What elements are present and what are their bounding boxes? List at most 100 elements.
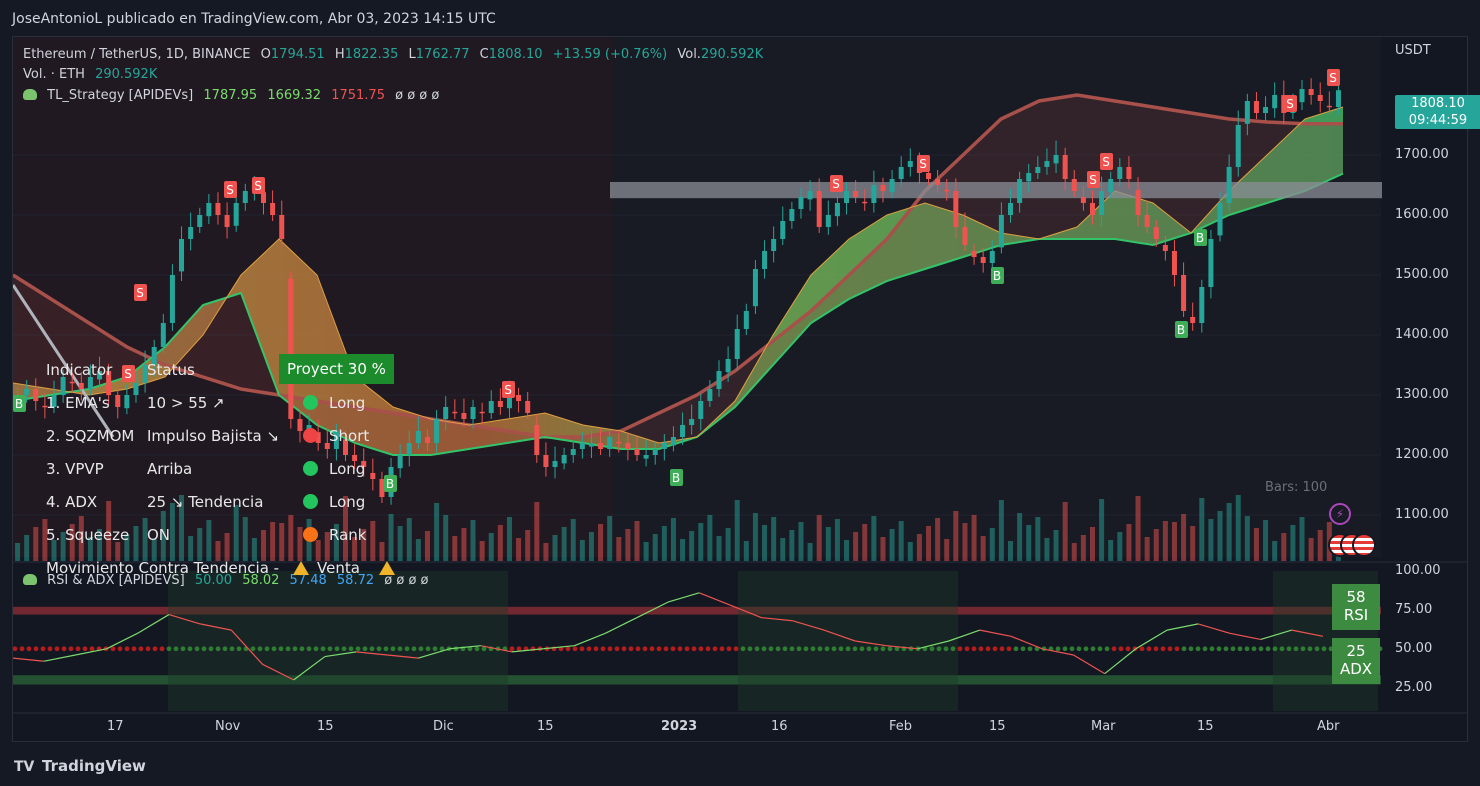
candle-body [1171,251,1177,275]
volume-bar [279,523,285,561]
volume-bar [1108,540,1114,561]
rsi-placeholders: ø ø ø ø [384,573,429,588]
adx-dot [1160,646,1166,652]
rsi-line-segment [75,648,107,656]
adx-dot [1216,646,1222,652]
adx-dot [873,646,879,652]
adx-dot [957,646,963,652]
us-flag-icons[interactable] [1328,533,1376,557]
bars-count: Bars: 100 [1265,480,1328,495]
rsi-value-1: 50.00 [194,573,233,588]
adx-dot [1118,646,1124,652]
adx-dot [110,646,116,652]
adx-dot [929,646,935,652]
signal-dot [303,428,318,443]
time-tick-label: Mar [1091,719,1116,734]
adx-dot [292,646,298,652]
volume-bar [998,500,1004,561]
candle-body [297,419,303,431]
buy-signal: B [670,469,683,486]
rsi-line-segment [106,632,139,650]
strategy-placeholders: ø ø ø ø [395,88,440,103]
adx-dot [887,646,893,652]
candle-body [944,189,950,192]
adx-dot [656,646,662,652]
volume-bar [579,540,585,561]
adx-dot [47,646,53,652]
table-footer-row: Movimiento Contra Tendencia - Venta [33,551,409,584]
volume-bar [188,536,194,561]
candle-body [670,437,676,446]
sell-signal-marker [1100,153,1113,170]
candle-body [1181,275,1187,311]
rsi-line-segment [917,640,949,650]
adx-dot [152,646,158,652]
volume-bar [488,533,494,561]
adx-dot [1139,646,1145,652]
adx-dot [82,646,88,652]
candle-body [1162,245,1168,251]
volume-bar [1126,524,1132,561]
candle-body [424,437,430,443]
adx-dot [145,646,151,652]
volume-bar [652,534,658,561]
volume-bar [1080,535,1086,561]
sell-signal: S [224,181,237,198]
volume-bar [825,527,831,561]
volume-bar [762,525,768,561]
volume-bar [680,539,686,561]
adx-dot [824,646,830,652]
buy-signal-marker [991,267,1004,284]
candle-body [534,425,540,455]
sell-signal-marker [1087,171,1100,188]
candle-body [106,371,112,395]
candle-body [1217,203,1223,236]
volume-bar [1071,543,1077,561]
candle-body [579,443,585,449]
adx-dot [978,646,984,652]
adx-dot [320,646,326,652]
price-tick-label: 1100.00 [1395,507,1449,522]
rsi-overbought-band [13,606,1381,615]
volume-bar [834,519,840,561]
adx-dot [649,646,655,652]
price-tick-label: 1300.00 [1395,387,1449,402]
volume-bar [379,542,385,561]
price-unit: USDT [1395,43,1431,58]
candle-body [844,191,850,203]
sell-signal-marker [252,177,265,194]
volume-bar [315,540,321,561]
candle-body [1190,317,1196,323]
trend-line [13,284,115,438]
adx-dot [950,646,956,652]
volume-bar [206,520,212,561]
volume-bar [844,540,850,561]
adx-dot [159,646,165,652]
symbol-legend: Ethereum / TetherUS, 1D, BINANCE O1794.5… [23,47,769,62]
rsi-tick-label: 100.00 [1395,563,1441,578]
candle-body [97,371,103,380]
row-indicator-name: 5. Squeeze [46,526,130,544]
candle-body [552,461,558,467]
volume-bar [880,537,886,561]
volume-bar [361,529,367,561]
adx-dot [586,646,592,652]
adx-dot [89,646,95,652]
adx-dot [628,646,634,652]
adx-dot [33,646,39,652]
vol-label: Vol. [677,47,701,62]
table-row: 4. ADX 25 ↘ Tendencia Long [33,485,409,518]
rsi-zone [738,571,958,711]
adx-dot [348,646,354,652]
volume-bar [1217,511,1223,561]
rsi-line-segment [605,617,638,634]
adx-dot [1055,646,1061,652]
price-tick-label: 1500.00 [1395,267,1449,282]
sell-signal-marker [134,284,147,301]
high-label: H [334,47,345,62]
adx-dot [831,646,837,652]
buy-signal: B [1194,229,1207,246]
lightning-icon[interactable]: ⚡ [1329,503,1351,525]
adx-dot [733,646,739,652]
